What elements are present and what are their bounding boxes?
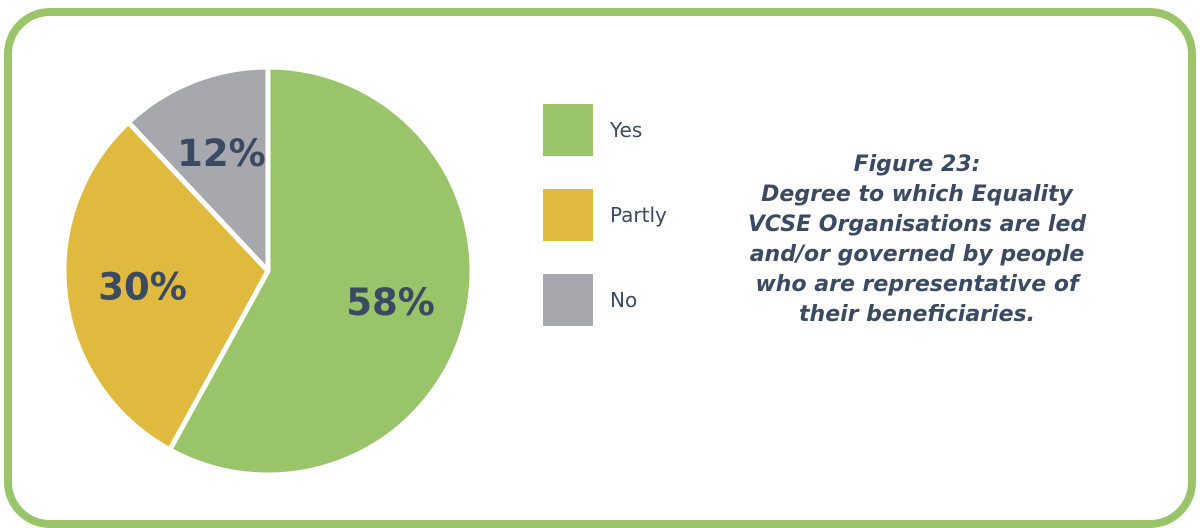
caption-line-3: VCSE Organisations are led: [747, 212, 1087, 237]
caption-line-4: and/or governed by people: [749, 242, 1085, 267]
legend-label-no: No: [610, 288, 638, 312]
legend-swatch-no: [543, 274, 593, 326]
pie-slice-yes: [167, 64, 475, 478]
slice-label-no: 12%: [177, 132, 266, 175]
legend-swatch-yes: [543, 104, 593, 156]
legend-item-yes: Yes: [543, 104, 667, 156]
caption-line-1: Figure 23:: [853, 152, 981, 177]
caption-line-2: Degree to which Equality: [761, 182, 1073, 207]
figure-caption: Figure 23: Degree to which Equality VCSE…: [722, 150, 1112, 330]
pie-slice-no: [125, 64, 271, 274]
legend-item-partly: Partly: [543, 189, 667, 241]
slice-label-partly: 30%: [98, 265, 187, 308]
legend: Yes Partly No: [543, 104, 667, 359]
legend-label-partly: Partly: [610, 203, 667, 227]
caption-line-6: their beneficiaries.: [799, 302, 1035, 327]
caption-line-5: who are representative of: [755, 272, 1079, 297]
legend-label-yes: Yes: [610, 118, 643, 142]
legend-item-no: No: [543, 274, 667, 326]
legend-swatch-partly: [543, 189, 593, 241]
pie-chart: 58% 30% 12%: [61, 64, 475, 478]
slice-label-yes: 58%: [346, 281, 435, 324]
pie-slice-partly: [61, 119, 271, 453]
